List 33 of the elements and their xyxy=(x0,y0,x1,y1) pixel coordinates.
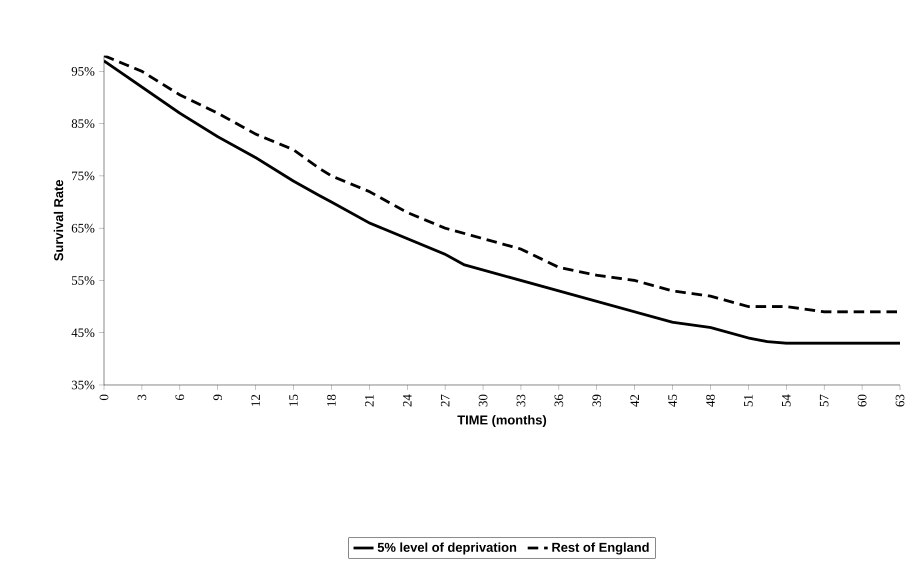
y-tick-label: 85% xyxy=(72,119,94,128)
x-tick-label: 18 xyxy=(327,394,336,406)
x-tick-label: 12 xyxy=(251,394,260,406)
x-tick-label: 15 xyxy=(289,394,298,406)
x-tick-label: 45 xyxy=(668,394,677,407)
y-tick-label: 55% xyxy=(72,276,94,285)
legend-label: 5% level of deprivation xyxy=(378,542,516,554)
y-tick-label: 35% xyxy=(72,380,94,390)
x-axis-title: TIME (months) xyxy=(457,415,546,428)
x-tick-label: 21 xyxy=(365,394,374,406)
x-tick-label: 54 xyxy=(782,394,791,406)
y-axis-title: Survival Rate xyxy=(54,180,64,261)
y-tick-label: 45% xyxy=(72,328,94,338)
x-tick-label: 6 xyxy=(175,394,184,400)
x-tick-label: 9 xyxy=(213,394,222,400)
x-tick-label: 30 xyxy=(478,394,488,406)
x-tick-label: 42 xyxy=(630,394,639,407)
y-tick-label: 75% xyxy=(72,172,94,180)
x-tick-label: 57 xyxy=(820,394,828,406)
x-tick-label: 60 xyxy=(858,394,866,406)
x-tick-label: 0 xyxy=(100,394,108,400)
y-tick-label: 95% xyxy=(72,66,94,76)
x-tick-label: 39 xyxy=(592,394,602,406)
x-tick-label: 33 xyxy=(516,394,526,406)
x-tick-label: 63 xyxy=(896,394,904,406)
x-tick-label: 48 xyxy=(706,394,715,407)
x-tick-label: 24 xyxy=(402,394,412,406)
y-tick-label: 65% xyxy=(72,224,94,233)
x-tick-label: 36 xyxy=(554,394,564,406)
x-tick-label: 51 xyxy=(744,394,753,406)
x-tick-label: 27 xyxy=(440,394,450,406)
x-tick-label: 3 xyxy=(138,394,146,400)
legend-label: Rest of England xyxy=(552,542,649,555)
